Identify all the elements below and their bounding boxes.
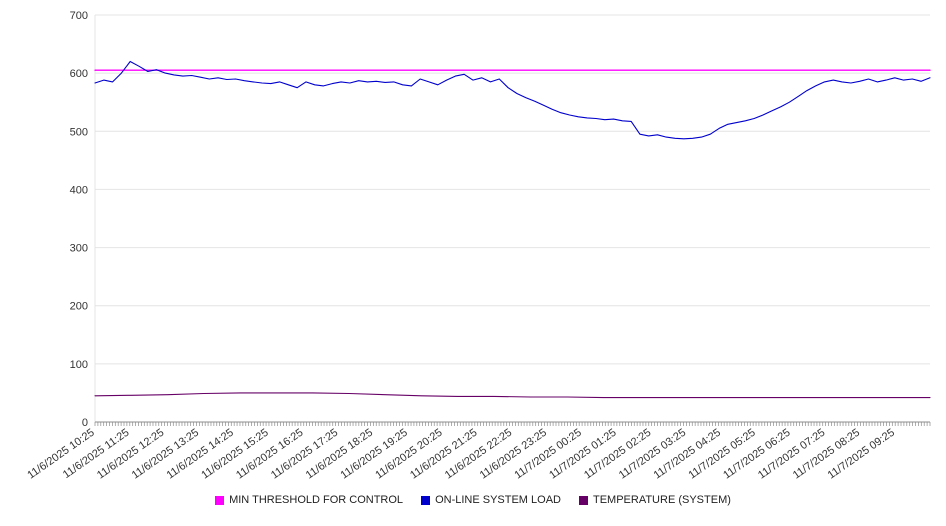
y-axis-tick-label: 200 <box>70 301 88 313</box>
y-axis-tick-label: 100 <box>70 359 88 371</box>
y-axis-tick-label: 600 <box>70 68 88 80</box>
series-line <box>94 60 931 140</box>
y-axis-tick-label: 700 <box>70 10 88 22</box>
legend-label: ON-LINE SYSTEM LOAD <box>435 494 561 506</box>
legend-label: MIN THRESHOLD FOR CONTROL <box>229 494 404 506</box>
legend-swatch <box>215 495 225 505</box>
y-axis-tick-label: 400 <box>70 184 88 196</box>
legend-item: ON-LINE SYSTEM LOAD <box>421 494 561 506</box>
legend-item: MIN THRESHOLD FOR CONTROL <box>215 494 403 506</box>
series-line <box>94 392 931 399</box>
y-axis-tick-label: 300 <box>70 243 88 255</box>
legend-item: TEMPERATURE (SYSTEM) <box>578 494 731 506</box>
legend-swatch <box>421 495 431 505</box>
legend-label: TEMPERATURE (SYSTEM) <box>592 494 731 506</box>
y-axis-tick-label: 0 <box>82 417 88 429</box>
chart-legend: MIN THRESHOLD FOR CONTROL ON-LINE SYSTEM … <box>0 494 946 506</box>
y-axis-tick-label: 500 <box>70 126 88 138</box>
legend-swatch <box>578 495 588 505</box>
